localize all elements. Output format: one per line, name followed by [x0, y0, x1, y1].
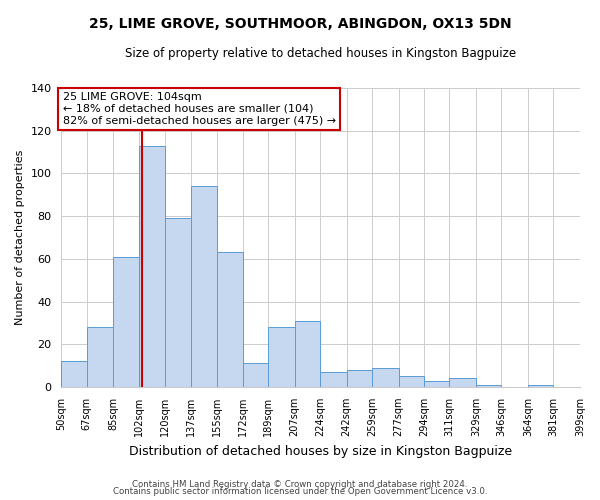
- Bar: [528, 385, 553, 387]
- Bar: [347, 370, 372, 387]
- Bar: [113, 256, 139, 387]
- Bar: [295, 321, 320, 387]
- Bar: [191, 186, 217, 387]
- X-axis label: Distribution of detached houses by size in Kingston Bagpuize: Distribution of detached houses by size …: [129, 444, 512, 458]
- Text: Contains public sector information licensed under the Open Government Licence v3: Contains public sector information licen…: [113, 487, 487, 496]
- Bar: [424, 380, 449, 387]
- Bar: [61, 362, 86, 387]
- Bar: [268, 327, 295, 387]
- Bar: [320, 372, 347, 387]
- Bar: [217, 252, 242, 387]
- Bar: [86, 327, 113, 387]
- Title: Size of property relative to detached houses in Kingston Bagpuize: Size of property relative to detached ho…: [125, 48, 516, 60]
- Bar: [166, 218, 191, 387]
- Bar: [449, 378, 476, 387]
- Text: 25 LIME GROVE: 104sqm
← 18% of detached houses are smaller (104)
82% of semi-det: 25 LIME GROVE: 104sqm ← 18% of detached …: [63, 92, 336, 126]
- Bar: [242, 364, 268, 387]
- Bar: [372, 368, 399, 387]
- Bar: [139, 146, 166, 387]
- Bar: [476, 385, 501, 387]
- Text: Contains HM Land Registry data © Crown copyright and database right 2024.: Contains HM Land Registry data © Crown c…: [132, 480, 468, 489]
- Bar: [399, 376, 424, 387]
- Y-axis label: Number of detached properties: Number of detached properties: [15, 150, 25, 325]
- Text: 25, LIME GROVE, SOUTHMOOR, ABINGDON, OX13 5DN: 25, LIME GROVE, SOUTHMOOR, ABINGDON, OX1…: [89, 18, 511, 32]
